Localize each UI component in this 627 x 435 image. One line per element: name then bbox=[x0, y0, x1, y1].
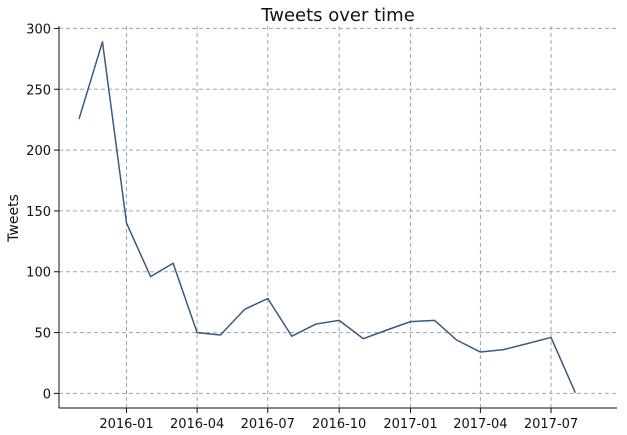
data-point bbox=[550, 337, 552, 339]
grid-layer bbox=[59, 26, 617, 408]
x-tick-label: 2016-07 bbox=[241, 417, 295, 432]
y-axis-label: Tweets bbox=[6, 194, 22, 243]
x-tick-label: 2017-07 bbox=[524, 417, 578, 432]
data-point bbox=[503, 349, 505, 351]
data-point bbox=[172, 262, 174, 264]
y-tick-label: 100 bbox=[26, 266, 51, 281]
x-tick-label: 2016-01 bbox=[99, 417, 153, 432]
y-tick-label: 50 bbox=[34, 327, 51, 342]
data-point bbox=[150, 276, 152, 278]
data-point bbox=[338, 320, 340, 322]
y-tick-label: 0 bbox=[43, 387, 51, 402]
data-point bbox=[434, 320, 436, 322]
y-tick-label: 300 bbox=[26, 22, 51, 37]
x-tick-label: 2016-10 bbox=[312, 417, 366, 432]
series-layer bbox=[78, 41, 576, 393]
data-point bbox=[267, 298, 269, 300]
x-tick-label: 2016-04 bbox=[170, 417, 224, 432]
data-point bbox=[220, 334, 222, 336]
data-point bbox=[480, 351, 482, 353]
x-tick-label: 2017-01 bbox=[383, 417, 437, 432]
y-tick-label: 200 bbox=[26, 144, 51, 159]
data-point bbox=[78, 118, 80, 120]
data-point bbox=[126, 222, 128, 224]
tick-label-layer: 0 50 100 150 200 250 300 2016-01 2016-04 2016-07 2… bbox=[26, 22, 578, 432]
data-point bbox=[386, 329, 388, 331]
data-point bbox=[456, 339, 458, 341]
data-point bbox=[244, 309, 246, 311]
series-line bbox=[78, 41, 576, 393]
chart-title: Tweets over time bbox=[260, 5, 415, 26]
y-tick-label: 150 bbox=[26, 205, 51, 220]
y-tick-label: 250 bbox=[26, 83, 51, 98]
data-point bbox=[291, 335, 293, 337]
data-point bbox=[102, 41, 104, 43]
data-point bbox=[315, 323, 317, 325]
data-point bbox=[196, 332, 198, 334]
x-tick-label: 2017-04 bbox=[453, 417, 507, 432]
axis-layer bbox=[54, 26, 617, 413]
data-point bbox=[527, 343, 529, 345]
data-point bbox=[410, 321, 412, 323]
data-point bbox=[362, 338, 364, 340]
data-point bbox=[574, 391, 576, 393]
